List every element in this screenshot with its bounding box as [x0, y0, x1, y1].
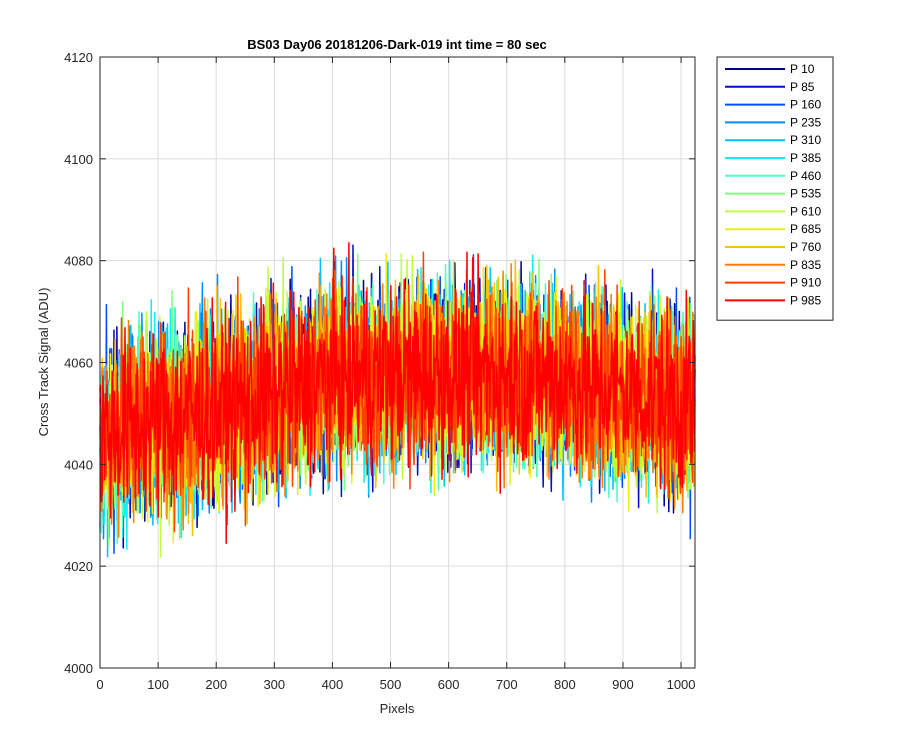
y-tick-label: 4080 [64, 254, 93, 269]
series-line-p-985 [99, 241, 696, 545]
legend-label: P 610 [790, 204, 821, 218]
series-group [99, 241, 696, 558]
legend-label: P 535 [790, 187, 821, 201]
legend-label: P 160 [790, 98, 821, 112]
x-tick-label: 100 [147, 677, 169, 692]
legend-label: P 310 [790, 133, 821, 147]
x-tick-label: 600 [438, 677, 460, 692]
x-tick-label: 400 [322, 677, 344, 692]
legend-label: P 385 [790, 151, 821, 165]
axis-ticks: 0 100 200 300 400 500 600 700 800 900 1000 4000 4020… [64, 50, 695, 692]
x-tick-label: 500 [380, 677, 402, 692]
legend-label: P 460 [790, 169, 821, 183]
y-tick-label: 4060 [64, 356, 93, 371]
legend-label: P 85 [790, 80, 815, 94]
chart-title: BS03 Day06 20181206-Dark-019 int time = … [247, 37, 547, 52]
legend-box [716, 56, 834, 321]
legend-label: P 235 [790, 115, 821, 129]
legend-label: P 910 [790, 276, 821, 290]
x-tick-label: 900 [612, 677, 634, 692]
legend: P 10 P 85 P 160 P 235 P 310 P 385 P 460 P 535 P … [716, 56, 834, 321]
x-tick-label: 0 [96, 677, 103, 692]
legend-label: P 760 [790, 240, 821, 254]
x-tick-label: 200 [205, 677, 227, 692]
x-axis-label: Pixels [380, 701, 415, 716]
legend-label: P 835 [790, 258, 821, 272]
y-tick-label: 4000 [64, 661, 93, 676]
legend-label: P 685 [790, 222, 821, 236]
legend-label: P 10 [790, 62, 815, 76]
y-tick-label: 4040 [64, 457, 93, 472]
x-tick-label: 300 [263, 677, 285, 692]
y-tick-label: 4100 [64, 152, 93, 167]
x-tick-label: 1000 [667, 677, 696, 692]
y-tick-label: 4020 [64, 559, 93, 574]
x-tick-label: 700 [496, 677, 518, 692]
legend-label: P 985 [790, 293, 821, 307]
x-tick-label: 800 [554, 677, 576, 692]
y-tick-label: 4120 [64, 50, 93, 65]
y-axis-label: Cross Track Signal (ADU) [36, 288, 51, 437]
